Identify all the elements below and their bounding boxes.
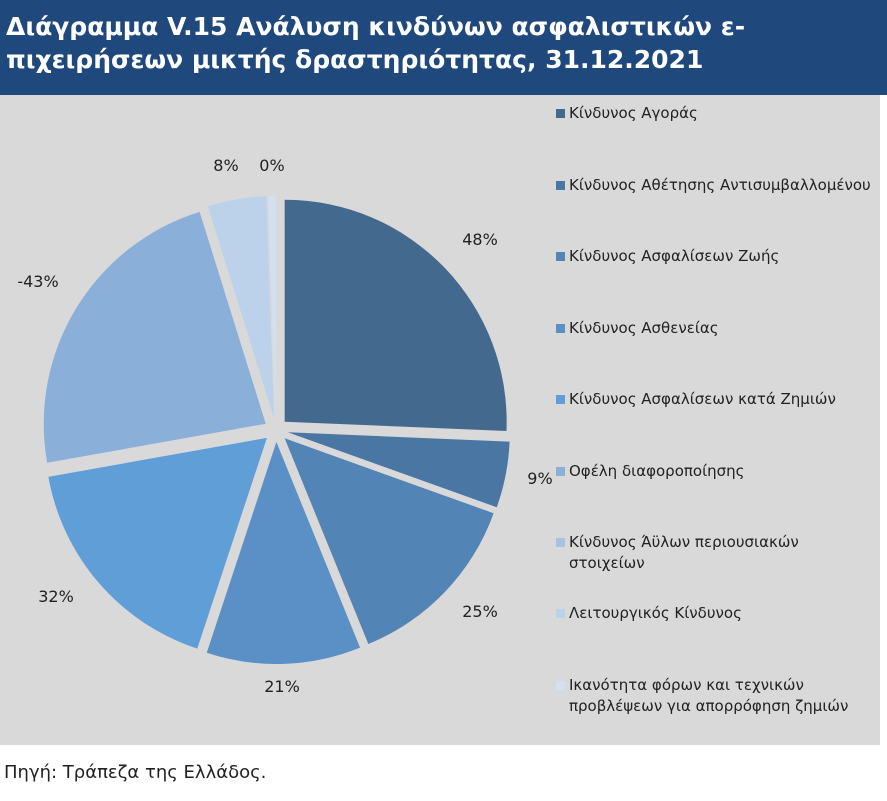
- legend-label: Κίνδυνος Ασθενείας: [569, 319, 719, 337]
- legend-item: Κίνδυνος Ασθενείας: [556, 318, 719, 339]
- legend-swatch: [556, 109, 565, 118]
- legend-swatch: [556, 181, 565, 190]
- legend-swatch: [556, 467, 565, 476]
- legend-label: Κίνδυνος Αθέτησης Αντισυμβαλλομένου: [569, 176, 871, 194]
- legend-label: Κίνδυνος Αγοράς: [569, 104, 698, 122]
- source-note: Πηγή: Τράπεζα της Ελλάδος.: [4, 762, 267, 783]
- legend-item: Κίνδυνος Ασφαλίσεων κατά Ζημιών: [556, 389, 836, 410]
- legend-swatch: [556, 609, 565, 618]
- pie-slice: [206, 441, 361, 664]
- legend-label: Κίνδυνος Ασφαλίσεων κατά Ζημιών: [569, 390, 836, 408]
- pie-slice: [48, 437, 267, 649]
- pie-slice: [284, 199, 507, 432]
- legend-swatch: [556, 395, 565, 404]
- legend-label: Κίνδυνος Άϋλων περιουσιακών στοιχείων: [569, 533, 799, 572]
- legend-item: Οφέλη διαφοροποίησης: [556, 461, 744, 482]
- data-label: 25%: [462, 602, 498, 621]
- data-label: -43%: [17, 272, 58, 291]
- data-label: 8%: [213, 156, 238, 175]
- legend-item: Ικανότητα φόρων και τεχνικών προβλέψεων …: [556, 675, 876, 717]
- legend-item: Λειτουργικός Κίνδυνος: [556, 603, 742, 624]
- legend-swatch: [556, 538, 565, 547]
- legend-label: Ικανότητα φόρων και τεχνικών προβλέψεων …: [569, 676, 849, 715]
- legend-item: Κίνδυνος Αθέτησης Αντισυμβαλλομένου: [556, 175, 871, 196]
- legend-item: Κίνδυνος Άϋλων περιουσιακών στοιχείων: [556, 532, 876, 574]
- pie-slice: [43, 211, 266, 463]
- data-label: 32%: [38, 587, 74, 606]
- data-label: 21%: [264, 677, 300, 696]
- chart-title: Διάγραμμα V.15 Ανάλυση κινδύνων ασφαλιστ…: [0, 0, 887, 95]
- data-label: 48%: [462, 230, 498, 249]
- pie-slice: [284, 438, 494, 644]
- legend-label: Κίνδυνος Ασφαλίσεων Ζωής: [569, 247, 780, 265]
- legend-item: Κίνδυνος Αγοράς: [556, 103, 698, 124]
- legend-item: Κίνδυνος Ασφαλίσεων Ζωής: [556, 246, 779, 267]
- legend-swatch: [556, 324, 565, 333]
- legend-swatch: [556, 681, 565, 690]
- legend-label: Οφέλη διαφοροποίησης: [569, 462, 745, 480]
- legend-label: Λειτουργικός Κίνδυνος: [569, 604, 742, 622]
- pie-slice: [287, 432, 510, 508]
- pie-slice: [207, 196, 274, 419]
- data-label: 9%: [527, 469, 552, 488]
- data-label: 0%: [259, 156, 284, 175]
- pie-slice: [268, 196, 276, 419]
- legend-swatch: [556, 252, 565, 261]
